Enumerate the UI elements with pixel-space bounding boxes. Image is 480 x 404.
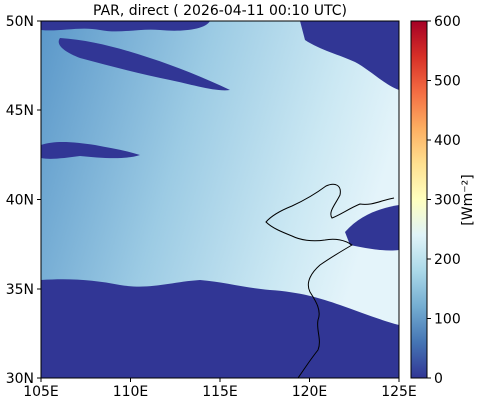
x-tick-label: 125E [381, 384, 417, 400]
colorbar-tick-label: 600 [434, 14, 461, 30]
colorbar-gradient [410, 20, 428, 379]
y-tick-label: 45N [6, 103, 34, 119]
low-region-west-patches [41, 141, 140, 159]
y-axis: 50N 45N 40N 35N 30N [6, 14, 41, 387]
x-tick-label: 120E [292, 384, 328, 400]
colorbar-label: [Wm⁻²] [460, 174, 476, 225]
low-region-east-blob [345, 205, 399, 251]
colorbar-tick-label: 500 [434, 74, 461, 90]
low-region-north-band [58, 38, 231, 91]
y-tick-label: 35N [6, 282, 34, 298]
low-region-south [41, 279, 399, 378]
x-tick-label: 110E [113, 384, 149, 400]
colorbar-tick-label: 400 [434, 133, 461, 149]
colorbar-tick-label: 100 [434, 312, 461, 328]
map-title: PAR, direct ( 2026-04-11 00:10 UTC) [93, 3, 347, 19]
colorbar: 0 100 200 300 400 500 600 [Wm⁻²] [410, 14, 476, 387]
colorbar-tick-label: 200 [434, 252, 461, 268]
colorbar-tick-label: 0 [434, 371, 443, 387]
map-area [41, 21, 399, 378]
x-axis: 105E 110E 115E 120E 125E [23, 378, 417, 400]
colorbar-ticks [427, 20, 431, 379]
low-value-regions [41, 21, 399, 378]
coastline [265, 183, 395, 378]
x-tick-label: 115E [202, 384, 238, 400]
y-tick-label: 50N [6, 14, 34, 30]
y-tick-label: 30N [6, 371, 34, 387]
low-region-northeast [300, 21, 399, 90]
y-tick-label: 40N [6, 193, 34, 209]
low-region-northwest [41, 21, 210, 32]
x-tick-label: 105E [23, 384, 59, 400]
colorbar-tick-label: 300 [434, 193, 461, 209]
